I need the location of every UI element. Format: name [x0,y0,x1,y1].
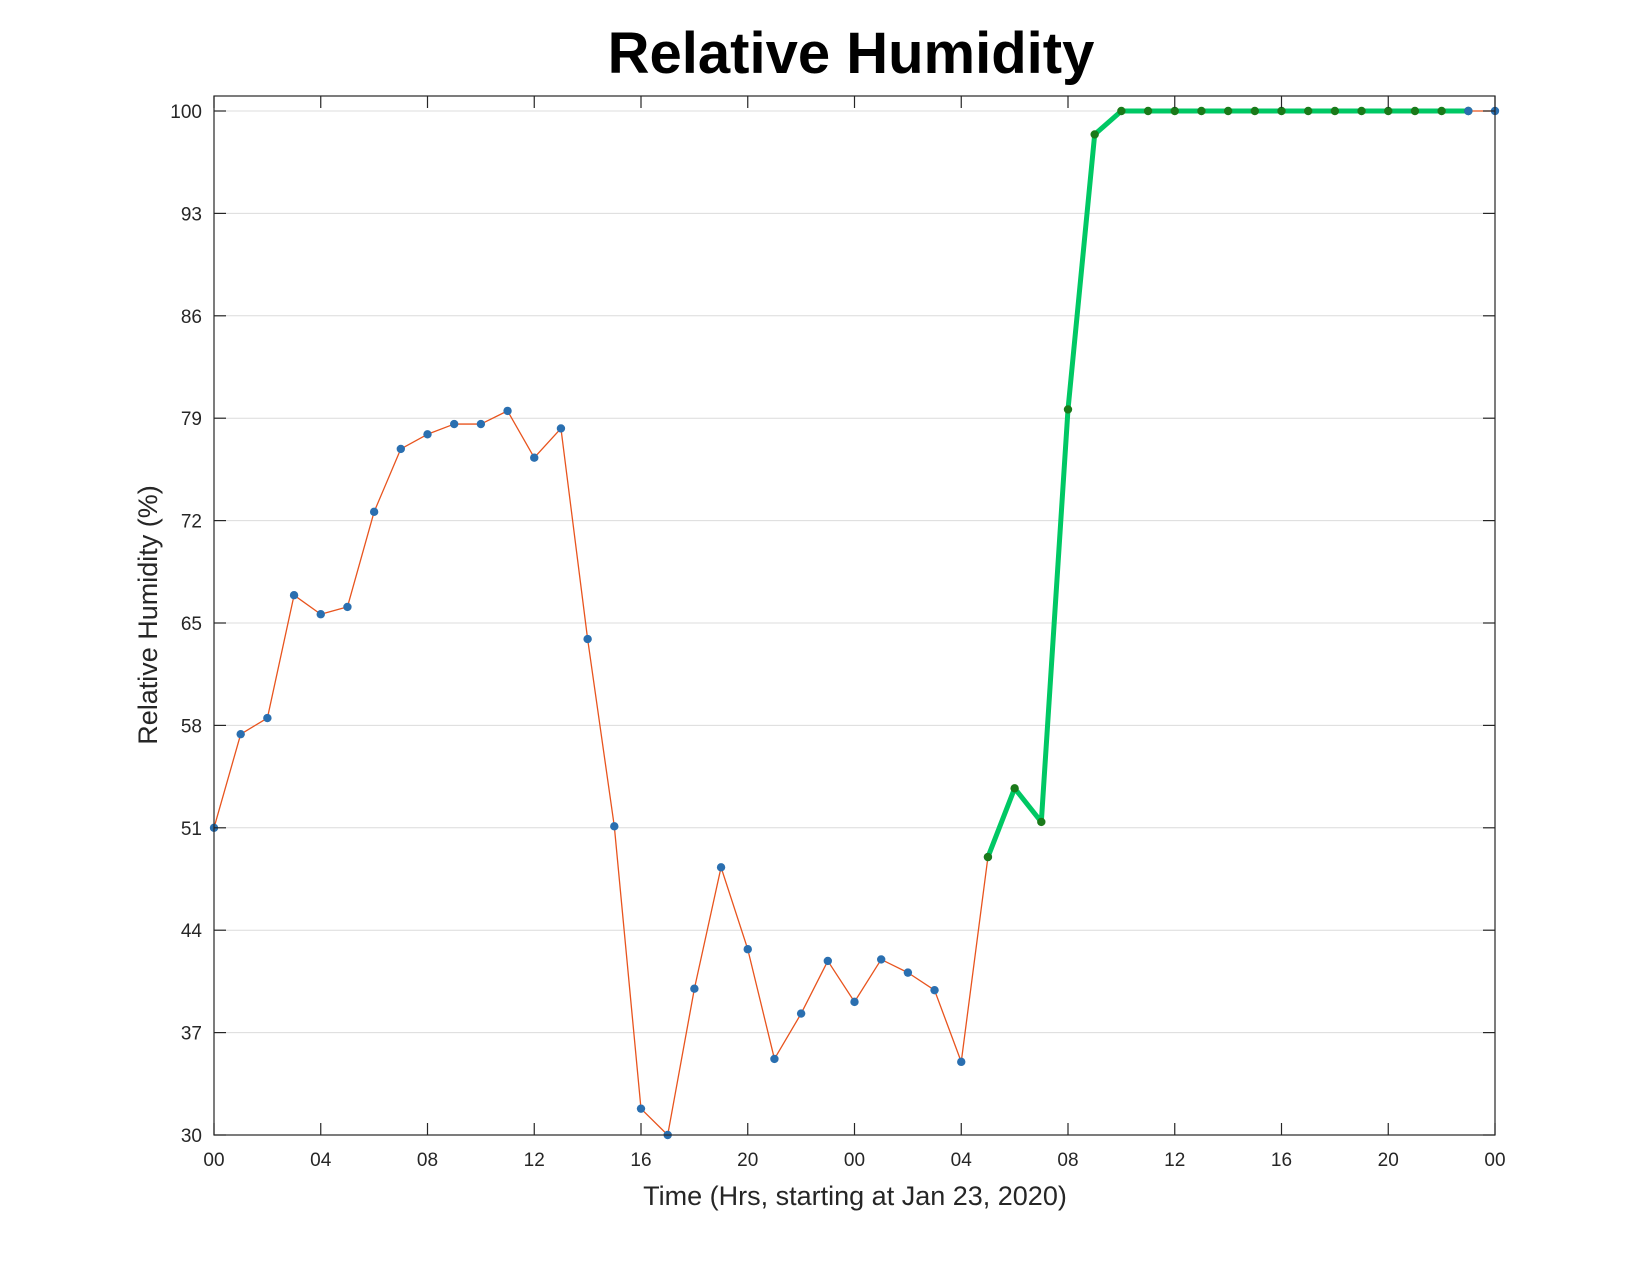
series-1-point [823,956,833,966]
series-1-point [236,729,245,739]
data-series [209,106,1500,1140]
series-3-point [1464,106,1473,116]
series-2-point [983,852,993,862]
series-2-point [1143,106,1153,116]
x-tick-label: 00 [844,1150,865,1171]
series-1-point [930,985,939,995]
series-2-point [1303,106,1313,116]
y-tick-label: 100 [170,102,202,123]
series-2-point [1117,106,1126,116]
series-1-point [343,602,352,612]
series-1-point [263,713,272,723]
y-tick-label: 44 [181,921,203,942]
y-tick-label: 86 [181,307,202,328]
y-tick-label: 51 [181,819,202,840]
x-tick-label: 20 [737,1150,758,1171]
series-2-point [1330,106,1340,116]
y-tick-label: 30 [181,1126,202,1147]
series-1-point [850,997,859,1007]
series-1-point [369,507,379,517]
plot-area [214,96,1495,1135]
x-tick-label: 16 [1271,1150,1292,1171]
series-1-point [903,968,913,977]
y-tick-label: 37 [181,1024,202,1045]
series-1-point [796,1009,806,1018]
series-1-point [610,822,619,831]
y-tick-label: 79 [181,409,202,430]
series-2-point [1357,106,1366,116]
series-2-point [1010,784,1019,793]
series-2-point [1037,817,1046,827]
x-tick-label: 12 [1164,1150,1185,1171]
x-tick-label: 00 [1484,1150,1505,1171]
y-tick-label: 72 [181,512,202,533]
x-tick-label: 12 [524,1150,545,1171]
ticks [213,96,1496,1136]
series-1-line [213,410,989,1136]
series-1-point [423,430,432,439]
x-tick-label: 16 [630,1150,651,1171]
x-tick-label: 20 [1378,1150,1399,1171]
series-1-point [449,419,459,429]
series-2-point [1250,106,1260,116]
series-1-point [716,863,726,872]
series-2-point [1090,130,1099,139]
series-1-point [316,610,325,619]
series-1-point [556,424,566,433]
y-tick-labels: 30 37 44 51 58 65 72 79 86 93 100 [170,102,202,1147]
chart-title: Relative Humidity [608,21,1095,86]
series-1-point [690,984,699,993]
y-axis-label: Relative Humidity (%) [133,485,163,745]
series-1-point [583,634,592,644]
series-2-point [1384,106,1393,116]
series-1-point [503,406,512,416]
y-tick-label: 93 [181,204,202,225]
series-1-point [957,1057,966,1067]
series-2-point [1437,106,1446,116]
x-tick-label: 00 [203,1150,224,1171]
series-2-point [1277,106,1286,116]
series-2-point [1170,106,1179,116]
x-axis-label: Time (Hrs, starting at Jan 23, 2020) [643,1181,1067,1211]
x-tick-label: 08 [1057,1150,1078,1171]
x-tick-label: 04 [951,1150,973,1171]
series-1-point [876,955,886,964]
series-2-point [1197,106,1206,116]
x-tick-labels: 00 04 08 12 16 20 00 04 08 12 16 20 00 [203,1150,1505,1171]
y-tick-label: 58 [181,716,202,737]
series-1-point [770,1054,779,1064]
x-tick-label: 04 [310,1150,332,1171]
y-tick-label: 65 [181,614,202,635]
series-1-point [636,1104,646,1113]
series-1-point [289,591,299,600]
series-1-point [476,419,486,429]
series-1-point [396,444,406,454]
x-tick-label: 08 [417,1150,438,1171]
series-2-point [1410,106,1420,116]
series-2-point [1223,106,1233,116]
series-1-point [743,945,752,954]
series-1-point [530,453,539,462]
series-2-point [1063,405,1073,414]
